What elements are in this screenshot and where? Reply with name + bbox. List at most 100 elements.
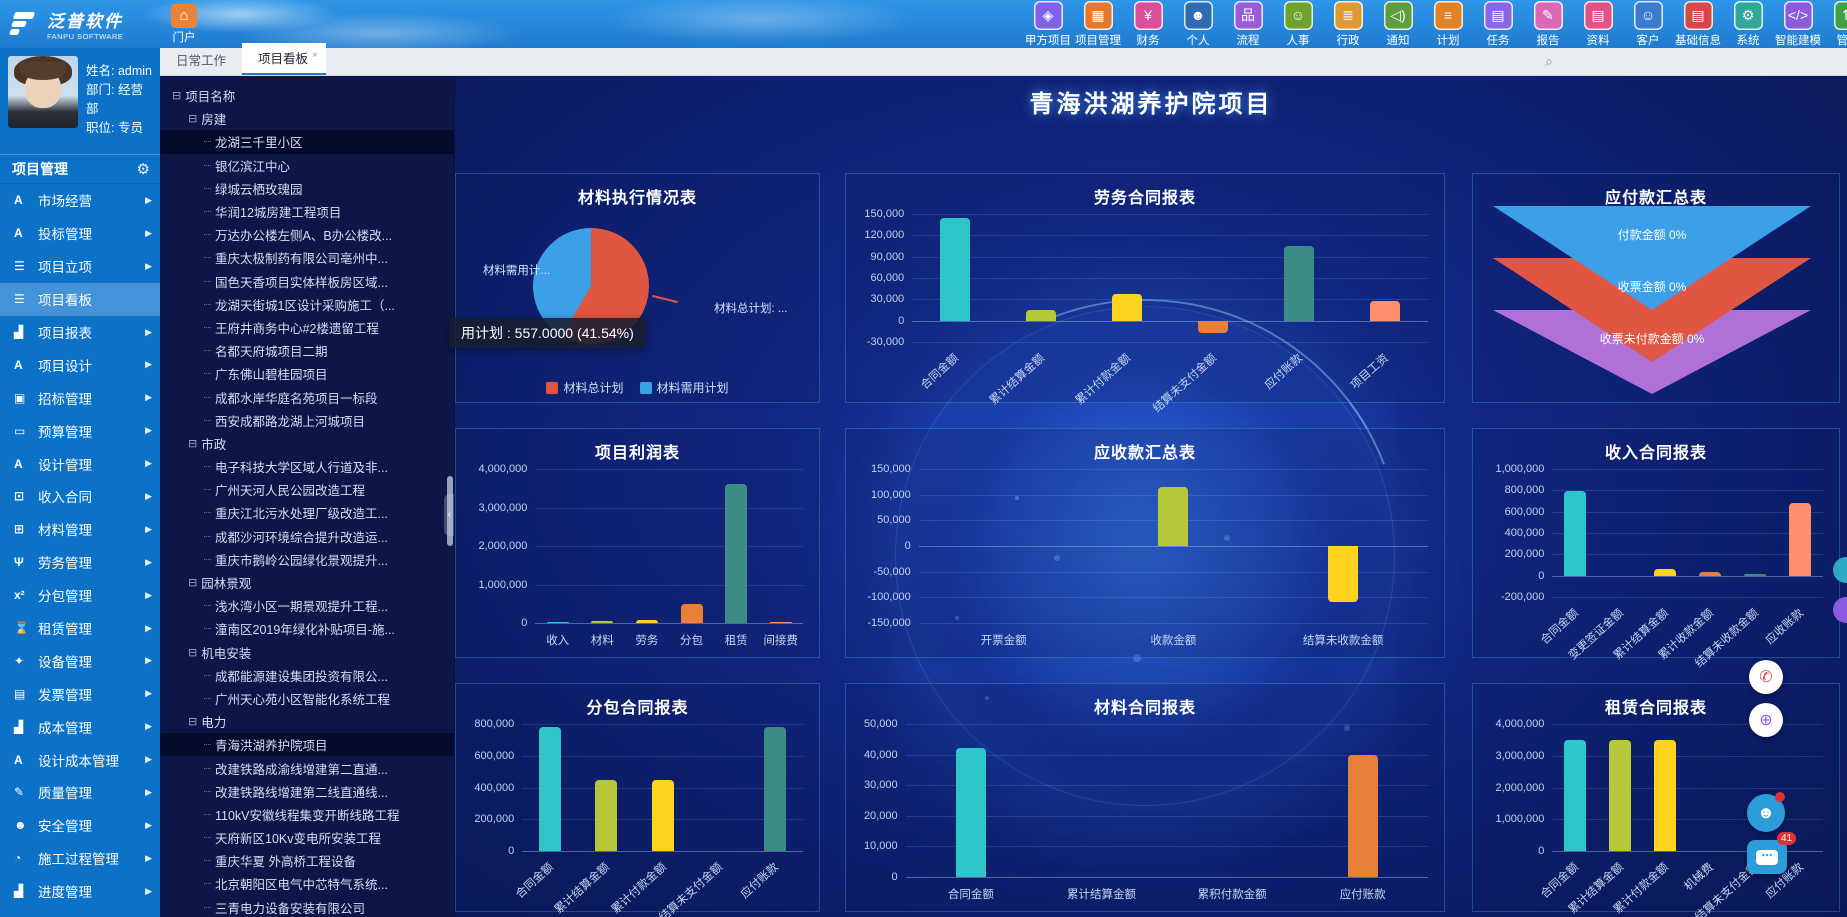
tree-item[interactable]: 广东佛山碧桂园项目 bbox=[160, 362, 454, 385]
legend-item[interactable]: 材料需用计划 bbox=[639, 379, 729, 396]
module-系统[interactable]: ⚙ 系统 bbox=[1723, 0, 1773, 48]
sidebar-item-设备管理[interactable]: ✦ 设备管理 ▶ bbox=[0, 644, 160, 677]
module-管理[interactable]: ⇅ 管理 bbox=[1823, 0, 1847, 48]
sidebar-item-材料管理[interactable]: ⊞ 材料管理 ▶ bbox=[0, 513, 160, 546]
tree-item[interactable]: 青海洪湖养护院项目 bbox=[160, 733, 454, 757]
sidebar-item-施工过程管理[interactable]: ◔ 施工过程管理 ▶ bbox=[0, 842, 160, 875]
tree-item[interactable]: 北京朝阳区电气中芯特气系统... bbox=[160, 872, 454, 895]
sidebar-item-项目报表[interactable]: ▟ 项目报表 ▶ bbox=[0, 316, 160, 349]
tree-item[interactable]: 广州天心苑小区智能化系统工程 bbox=[160, 687, 454, 710]
search-icon[interactable]: ⌕ bbox=[1545, 53, 1553, 69]
collapse-icon[interactable]: ⊟ bbox=[188, 646, 198, 659]
sidebar-item-分包管理[interactable]: x² 分包管理 ▶ bbox=[0, 579, 160, 612]
tree-item[interactable]: 西安成都路龙湖上河城项目 bbox=[160, 409, 454, 432]
chart-project-profit-bars[interactable]: 4,000,000 3,000,000 2,000,000 1,000,000 0 收入材… bbox=[456, 429, 819, 657]
module-资料[interactable]: ▤ 资料 bbox=[1573, 0, 1623, 48]
tree-item[interactable]: 银亿滨江中心 bbox=[160, 154, 454, 177]
sidebar-item-投标管理[interactable]: A 投标管理 ▶ bbox=[0, 217, 160, 250]
chart-receivable-bars[interactable]: 150,000 100,000 50,000 0 -50,000 -100,000 -150… bbox=[846, 429, 1444, 657]
tree-item[interactable]: 华润12城房建工程项目 bbox=[160, 200, 454, 223]
collapse-icon[interactable]: ⊟ bbox=[188, 437, 198, 450]
chart-material-contract-bars[interactable]: 50,000 40,000 30,000 20,000 10,000 0 合同金额 累计结算金… bbox=[846, 684, 1444, 911]
sidebar-item-进度管理[interactable]: ▟ 进度管理 ▶ bbox=[0, 875, 160, 908]
sidebar-item-预算管理[interactable]: ▭ 预算管理 ▶ bbox=[0, 414, 160, 447]
sidebar-item-劳务管理[interactable]: Ψ 劳务管理 ▶ bbox=[0, 546, 160, 579]
module-报告[interactable]: ✎ 报告 bbox=[1523, 0, 1573, 48]
tree-item[interactable]: 改建铁路线增建第二线直通线... bbox=[160, 780, 454, 803]
tree-item[interactable]: 龙湖天街城1区设计采购施工（... bbox=[160, 293, 454, 316]
module-流程[interactable]: 品流程 bbox=[1223, 0, 1273, 48]
chart-income-contract-bars[interactable]: 1,000,000 800,000 600,000 400,000 200,000 0 -2… bbox=[1473, 429, 1839, 670]
gear-icon[interactable]: ⚙ bbox=[136, 161, 150, 178]
tree-item[interactable]: 浅水湾小区一期景观提升工程... bbox=[160, 594, 454, 617]
tree-item[interactable]: 改建铁路成渝线增建第二直通... bbox=[160, 756, 454, 779]
tree-item[interactable]: 三青电力设备安装有限公司 bbox=[160, 896, 454, 917]
tree-group-电力[interactable]: ⊟ 电力 bbox=[160, 710, 454, 733]
tree-item[interactable]: 110kV安徽线程集变开断线路工程 bbox=[160, 803, 454, 826]
tree-item[interactable]: 重庆太极制药有限公司亳州中... bbox=[160, 246, 454, 269]
sidebar-item-招标管理[interactable]: ▣ 招标管理 ▶ bbox=[0, 381, 160, 414]
collapse-icon[interactable]: ⊟ bbox=[172, 90, 182, 103]
sidebar-item-市场经营[interactable]: A 市场经营 ▶ bbox=[0, 184, 160, 217]
sidebar-item-项目看板[interactable]: ☰ 项目看板 bbox=[0, 282, 160, 316]
tab-daily-work[interactable]: 日常工作 bbox=[176, 54, 227, 68]
sidebar-item-设计管理[interactable]: A 设计管理 ▶ bbox=[0, 447, 160, 480]
collapse-icon[interactable]: ⊟ bbox=[188, 113, 198, 126]
module-项目管理[interactable]: ▦ 项目管理 bbox=[1073, 0, 1123, 48]
tree-item[interactable]: 电子科技大学区域人行道及非... bbox=[160, 455, 454, 478]
edge-float-button-1[interactable] bbox=[1833, 557, 1847, 583]
edge-float-button-2[interactable] bbox=[1833, 597, 1847, 623]
sidebar-item-发票管理[interactable]: ▤ 发票管理 ▶ bbox=[0, 677, 160, 710]
tree-scrollbar-thumb[interactable] bbox=[447, 476, 453, 546]
tree-item[interactable]: 王府井商务中心#2楼遗留工程 bbox=[160, 316, 454, 339]
sidebar-item-成本管理[interactable]: ▟ 成本管理 ▶ bbox=[0, 710, 160, 743]
tree-item[interactable]: 重庆市鹅岭公园绿化景观提升... bbox=[160, 548, 454, 571]
module-客户[interactable]: ☺ 客户 bbox=[1623, 0, 1673, 48]
sidebar-item-项目立项[interactable]: ☰ 项目立项 ▶ bbox=[0, 250, 160, 283]
sidebar-item-证件管理[interactable]: ▯证件管理▶ bbox=[0, 908, 160, 917]
portal-button[interactable]: ⌂ 门户 bbox=[162, 3, 206, 45]
module-甲方项目[interactable]: ◈ 甲方项目 bbox=[1023, 0, 1073, 48]
tree-group-市政[interactable]: ⊟ 市政 bbox=[160, 432, 454, 455]
tree-item[interactable]: 天府新区10Kv变电所安装工程 bbox=[160, 826, 454, 849]
chart-lease-contract-bars[interactable]: 4,000,000 3,000,000 2,000,000 1,000,000 0 合同金… bbox=[1473, 684, 1839, 917]
tree-item[interactable]: 万达办公楼左侧A、B办公楼改... bbox=[160, 223, 454, 246]
module-计划[interactable]: ≡ 计划 bbox=[1423, 0, 1473, 48]
tree-item[interactable]: 国色天香项目实体样板房区域... bbox=[160, 270, 454, 293]
service-float-button[interactable]: ✆ bbox=[1749, 660, 1783, 694]
tree-item[interactable]: 成都水岸华庭名苑项目一标段 bbox=[160, 385, 454, 408]
legend-item[interactable]: 材料总计划 bbox=[546, 379, 624, 396]
sidebar-item-租赁管理[interactable]: ⌛ 租赁管理 ▶ bbox=[0, 612, 160, 645]
sidebar-item-项目设计[interactable]: A 项目设计 ▶ bbox=[0, 348, 160, 381]
chart-subcontract-bars[interactable]: 800,000 600,000 400,000 200,000 0 合同金额 累计结算金额累… bbox=[456, 684, 819, 917]
tree-item[interactable]: 广州天河人民公园改造工程 bbox=[160, 478, 454, 501]
chat-float-button[interactable]: ⋯ bbox=[1747, 840, 1787, 874]
sidebar-item-质量管理[interactable]: ✎ 质量管理 ▶ bbox=[0, 776, 160, 809]
contact-float-button[interactable]: ☻ bbox=[1747, 792, 1785, 832]
tree-item[interactable]: 成都沙河环境综合提升改造运... bbox=[160, 525, 454, 548]
tree-item[interactable]: 重庆江北污水处理厂级改造工... bbox=[160, 501, 454, 524]
tree-collapse-handle[interactable]: ‹ bbox=[444, 494, 454, 536]
module-通知[interactable]: ◁) 通知 bbox=[1373, 0, 1423, 48]
tree-item[interactable]: 成都能源建设集团投资有限公... bbox=[160, 664, 454, 687]
collapse-icon[interactable]: ⊟ bbox=[188, 716, 198, 729]
tree-group-园林景观[interactable]: ⊟ 园林景观 bbox=[160, 571, 454, 594]
sidebar-item-安全管理[interactable]: ☻ 安全管理 ▶ bbox=[0, 809, 160, 842]
module-行政[interactable]: ≣ 行政 bbox=[1323, 0, 1373, 48]
module-个人[interactable]: ☻ 个人 bbox=[1173, 0, 1223, 48]
module-智能建模[interactable]: </> 智能建模 bbox=[1773, 0, 1823, 48]
module-财务[interactable]: ¥ 财务 bbox=[1123, 0, 1173, 48]
tab-project-board[interactable]: 项目看板 × bbox=[242, 43, 326, 75]
chart-payable-funnel[interactable]: 付款金额 0% 收票金额 0% 收票未付款金额 0% bbox=[1473, 174, 1839, 402]
tree-item[interactable]: 绿城云栖玫瑰园 bbox=[160, 177, 454, 200]
tree-group-机电安装[interactable]: ⊟ 机电安装 bbox=[160, 641, 454, 664]
tree-group-房建[interactable]: ⊟ 房建 bbox=[160, 107, 454, 130]
module-任务[interactable]: ▤ 任务 bbox=[1473, 0, 1523, 48]
tree-group-项目名称[interactable]: ⊟ 项目名称 bbox=[160, 84, 454, 107]
sidebar-item-收入合同[interactable]: ⊡ 收入合同 ▶ bbox=[0, 480, 160, 513]
tree-item[interactable]: 潼南区2019年绿化补贴项目-施... bbox=[160, 617, 454, 640]
helper-float-button[interactable]: ⊕ bbox=[1749, 703, 1783, 737]
tree-item[interactable]: 龙湖三千里小区 bbox=[160, 130, 454, 154]
chart-labor-contract-bars[interactable]: 150,000 120,000 90,000 60,000 30,000 0 -30,000… bbox=[846, 174, 1444, 415]
collapse-icon[interactable]: ⊟ bbox=[188, 577, 198, 590]
